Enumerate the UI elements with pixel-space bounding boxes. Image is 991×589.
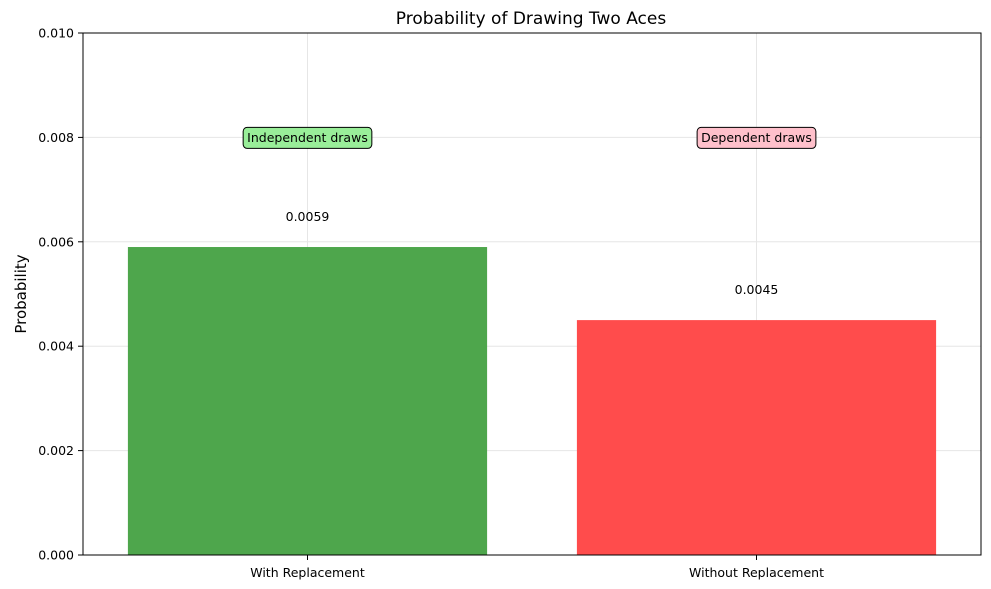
bar <box>576 320 937 555</box>
y-axis-label: Probability <box>12 254 30 333</box>
annotation-box <box>242 126 373 149</box>
annotation-text: Dependent draws <box>701 130 812 145</box>
annotation: Dependent draws <box>696 126 817 149</box>
plot-frame <box>82 32 982 556</box>
label-layer: 0.0059 0.0045 Independent draws Dependent d… <box>242 126 817 297</box>
y-tick-label: 0.000 <box>38 548 74 563</box>
bar-value-label: 0.0045 <box>735 282 779 297</box>
annotation-text: Independent draws <box>247 130 368 145</box>
annotation-box <box>696 126 817 149</box>
tick-layer: 0.000 0.002 0.004 0.006 0.008 0.010 With Repla… <box>38 26 824 581</box>
bar <box>127 247 488 555</box>
y-tick-label: 0.002 <box>38 443 74 458</box>
y-tick-label: 0.010 <box>38 26 74 41</box>
chart-title: Probability of Drawing Two Aces <box>396 9 667 29</box>
annotation: Independent draws <box>242 126 373 149</box>
x-tick-label: Without Replacement <box>689 565 824 580</box>
bar-layer <box>127 247 937 555</box>
y-tick-label: 0.006 <box>38 234 74 249</box>
x-tick-label: With Replacement <box>250 565 365 580</box>
bar-value-label: 0.0059 <box>286 209 330 224</box>
y-tick-label: 0.008 <box>38 130 74 145</box>
axes-frame <box>82 32 982 556</box>
y-tick-label: 0.004 <box>38 339 74 354</box>
